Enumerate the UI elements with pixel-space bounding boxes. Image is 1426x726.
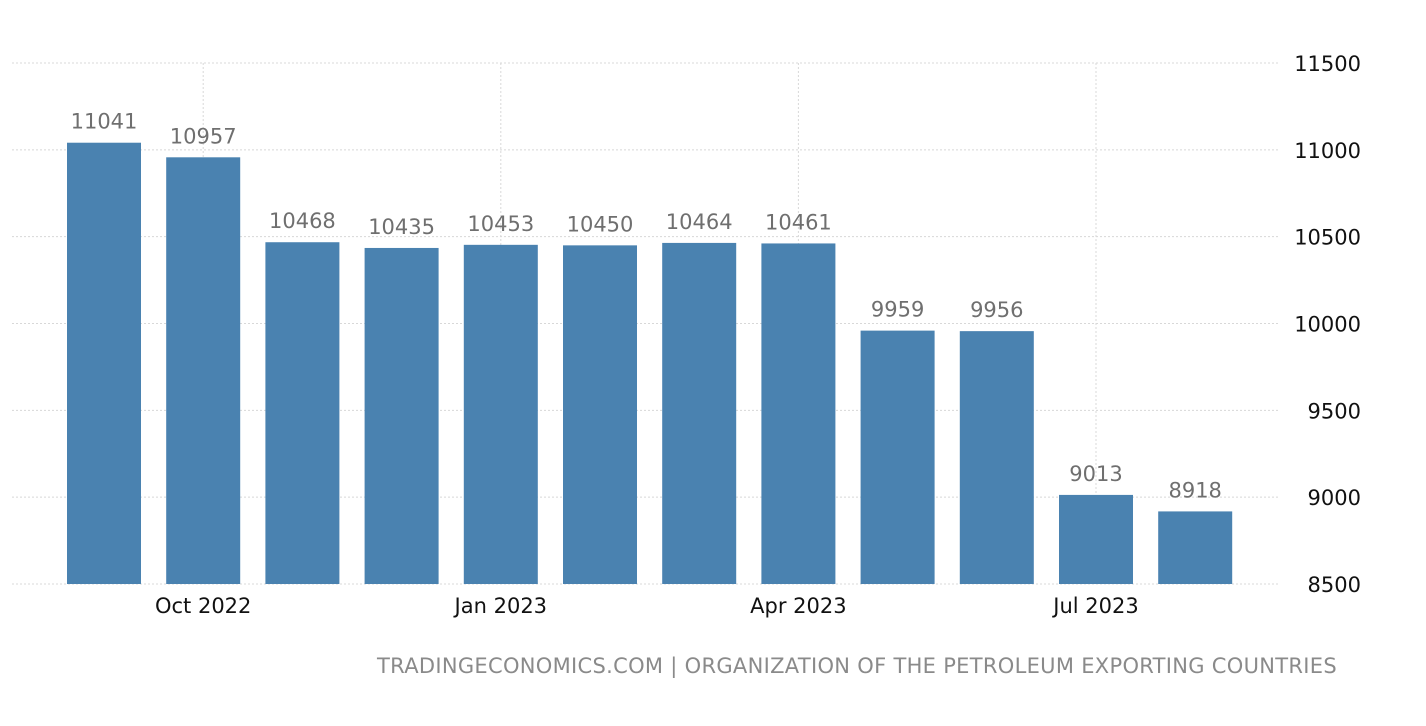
y-tick-label: 10500 bbox=[1294, 226, 1361, 250]
y-tick-label: 9000 bbox=[1308, 486, 1361, 510]
bar-apr-2023 bbox=[761, 243, 836, 584]
source-footer: TRADINGECONOMICS.COM | ORGANIZATION OF T… bbox=[377, 654, 1337, 678]
bar-mar-2023 bbox=[662, 242, 737, 584]
bar-jul-2023 bbox=[1059, 494, 1133, 584]
x-tick-label: Apr 2023 bbox=[750, 594, 846, 618]
data-label: 10435 bbox=[368, 215, 435, 239]
x-tick-label: Jul 2023 bbox=[1051, 594, 1138, 618]
data-label: 10453 bbox=[467, 212, 534, 236]
data-label: 11041 bbox=[71, 110, 138, 134]
data-label: 10468 bbox=[269, 209, 336, 233]
data-label: 10957 bbox=[170, 124, 237, 148]
data-label: 9013 bbox=[1069, 462, 1122, 486]
y-tick-label: 10000 bbox=[1294, 313, 1361, 337]
bar-nov-2022 bbox=[265, 242, 340, 584]
data-label: 10450 bbox=[567, 212, 634, 236]
bar-oct-2022 bbox=[166, 157, 241, 584]
y-axis: 8500 9000 9500 10000 10500 11000 11500 bbox=[1294, 52, 1361, 597]
bar-jun-2023 bbox=[959, 331, 1034, 584]
bar-feb-2023 bbox=[563, 245, 637, 584]
bar-jan-2023 bbox=[463, 244, 538, 585]
y-tick-label: 8500 bbox=[1308, 573, 1361, 597]
bar-aug-2023 bbox=[1158, 511, 1233, 584]
y-tick-label: 11500 bbox=[1294, 52, 1361, 76]
data-labels: 11041 10957 10468 10435 10453 10450 10464 10461… bbox=[71, 110, 1222, 503]
x-axis: Oct 2022 Jan 2023 Apr 2023 Jul 2023 bbox=[155, 594, 1139, 618]
x-tick-label: Jan 2023 bbox=[453, 594, 548, 618]
y-tick-label: 11000 bbox=[1294, 139, 1361, 163]
bar-sep-2022 bbox=[67, 142, 141, 584]
data-label: 9959 bbox=[871, 298, 924, 322]
data-label: 10464 bbox=[666, 210, 733, 234]
bars bbox=[67, 142, 1233, 585]
y-tick-label: 9500 bbox=[1308, 399, 1361, 423]
data-label: 8918 bbox=[1168, 478, 1221, 502]
data-label: 10461 bbox=[765, 210, 832, 234]
data-label: 9956 bbox=[970, 298, 1023, 322]
bar-may-2023 bbox=[860, 330, 935, 584]
bar-dec-2022 bbox=[364, 247, 439, 584]
x-tick-label: Oct 2022 bbox=[155, 594, 251, 618]
